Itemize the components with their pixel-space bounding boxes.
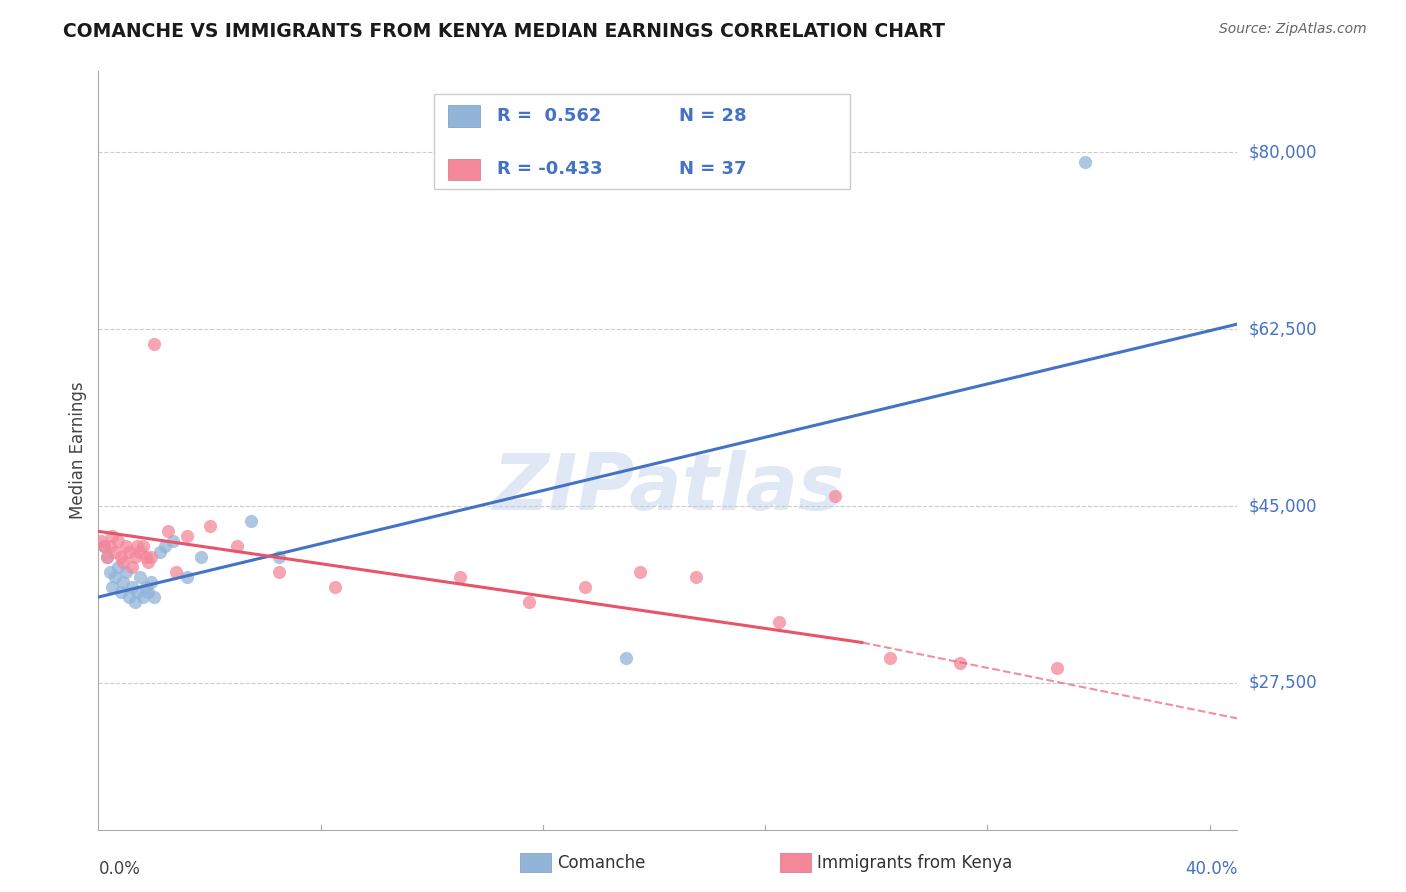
Point <box>176 570 198 584</box>
Point <box>143 337 166 351</box>
Text: $27,500: $27,500 <box>1249 674 1317 692</box>
Point <box>124 549 146 564</box>
Text: COMANCHE VS IMMIGRANTS FROM KENYA MEDIAN EARNINGS CORRELATION CHART: COMANCHE VS IMMIGRANTS FROM KENYA MEDIAN… <box>63 22 945 41</box>
Point <box>165 565 187 579</box>
Point <box>267 549 290 564</box>
Point <box>517 595 540 609</box>
Point <box>129 570 152 584</box>
Point <box>141 574 163 589</box>
Point <box>190 549 212 564</box>
Bar <box>449 105 479 127</box>
Point <box>101 529 124 543</box>
Text: Source: ZipAtlas.com: Source: ZipAtlas.com <box>1219 22 1367 37</box>
Point <box>135 580 157 594</box>
Text: ZIPatlas: ZIPatlas <box>492 450 844 526</box>
Point <box>574 580 596 594</box>
Point <box>143 590 166 604</box>
Text: $62,500: $62,500 <box>1249 320 1317 338</box>
Point <box>101 580 124 594</box>
Point <box>112 555 135 569</box>
Point <box>240 514 263 528</box>
Point <box>98 565 121 579</box>
Point <box>132 540 155 554</box>
Point <box>824 489 846 503</box>
Point <box>614 650 637 665</box>
Y-axis label: Median Earnings: Median Earnings <box>69 382 87 519</box>
Point <box>93 540 115 554</box>
Point <box>198 519 221 533</box>
Point <box>118 590 141 604</box>
Point <box>135 549 157 564</box>
Point <box>148 544 170 558</box>
Point <box>176 529 198 543</box>
Point <box>1046 661 1069 675</box>
Bar <box>449 159 479 180</box>
Point <box>93 540 115 554</box>
Bar <box>434 95 851 189</box>
Point <box>124 595 146 609</box>
Point <box>96 549 118 564</box>
Point <box>153 540 176 554</box>
Point <box>267 565 290 579</box>
Point <box>90 534 112 549</box>
Point <box>127 540 149 554</box>
Point <box>98 540 121 554</box>
Text: R = -0.433: R = -0.433 <box>498 161 603 178</box>
Point <box>129 544 152 558</box>
Text: 0.0%: 0.0% <box>98 860 141 878</box>
Point <box>948 656 970 670</box>
Point <box>115 565 138 579</box>
Text: $45,000: $45,000 <box>1249 497 1317 515</box>
Point <box>162 534 184 549</box>
Point <box>107 534 129 549</box>
Point <box>685 570 707 584</box>
Point <box>1073 155 1095 169</box>
Point <box>138 555 160 569</box>
Point <box>132 590 155 604</box>
Point <box>121 559 143 574</box>
Point <box>141 549 163 564</box>
Point <box>104 544 127 558</box>
Point <box>110 585 132 599</box>
Point <box>879 650 901 665</box>
Point <box>104 570 127 584</box>
Text: Immigrants from Kenya: Immigrants from Kenya <box>817 854 1012 871</box>
Text: 40.0%: 40.0% <box>1185 860 1237 878</box>
Text: Comanche: Comanche <box>557 854 645 871</box>
Point <box>115 540 138 554</box>
Point <box>449 570 471 584</box>
Point <box>768 615 790 630</box>
Point <box>127 585 149 599</box>
Point <box>96 549 118 564</box>
Point <box>107 559 129 574</box>
Text: N = 28: N = 28 <box>679 107 747 125</box>
Point <box>121 580 143 594</box>
Point <box>226 540 249 554</box>
Point <box>112 574 135 589</box>
Text: R =  0.562: R = 0.562 <box>498 107 602 125</box>
Text: N = 37: N = 37 <box>679 161 747 178</box>
Text: $80,000: $80,000 <box>1249 144 1317 161</box>
Point <box>110 549 132 564</box>
Point <box>628 565 651 579</box>
Point <box>323 580 346 594</box>
Point <box>156 524 179 539</box>
Point <box>118 544 141 558</box>
Point <box>138 585 160 599</box>
